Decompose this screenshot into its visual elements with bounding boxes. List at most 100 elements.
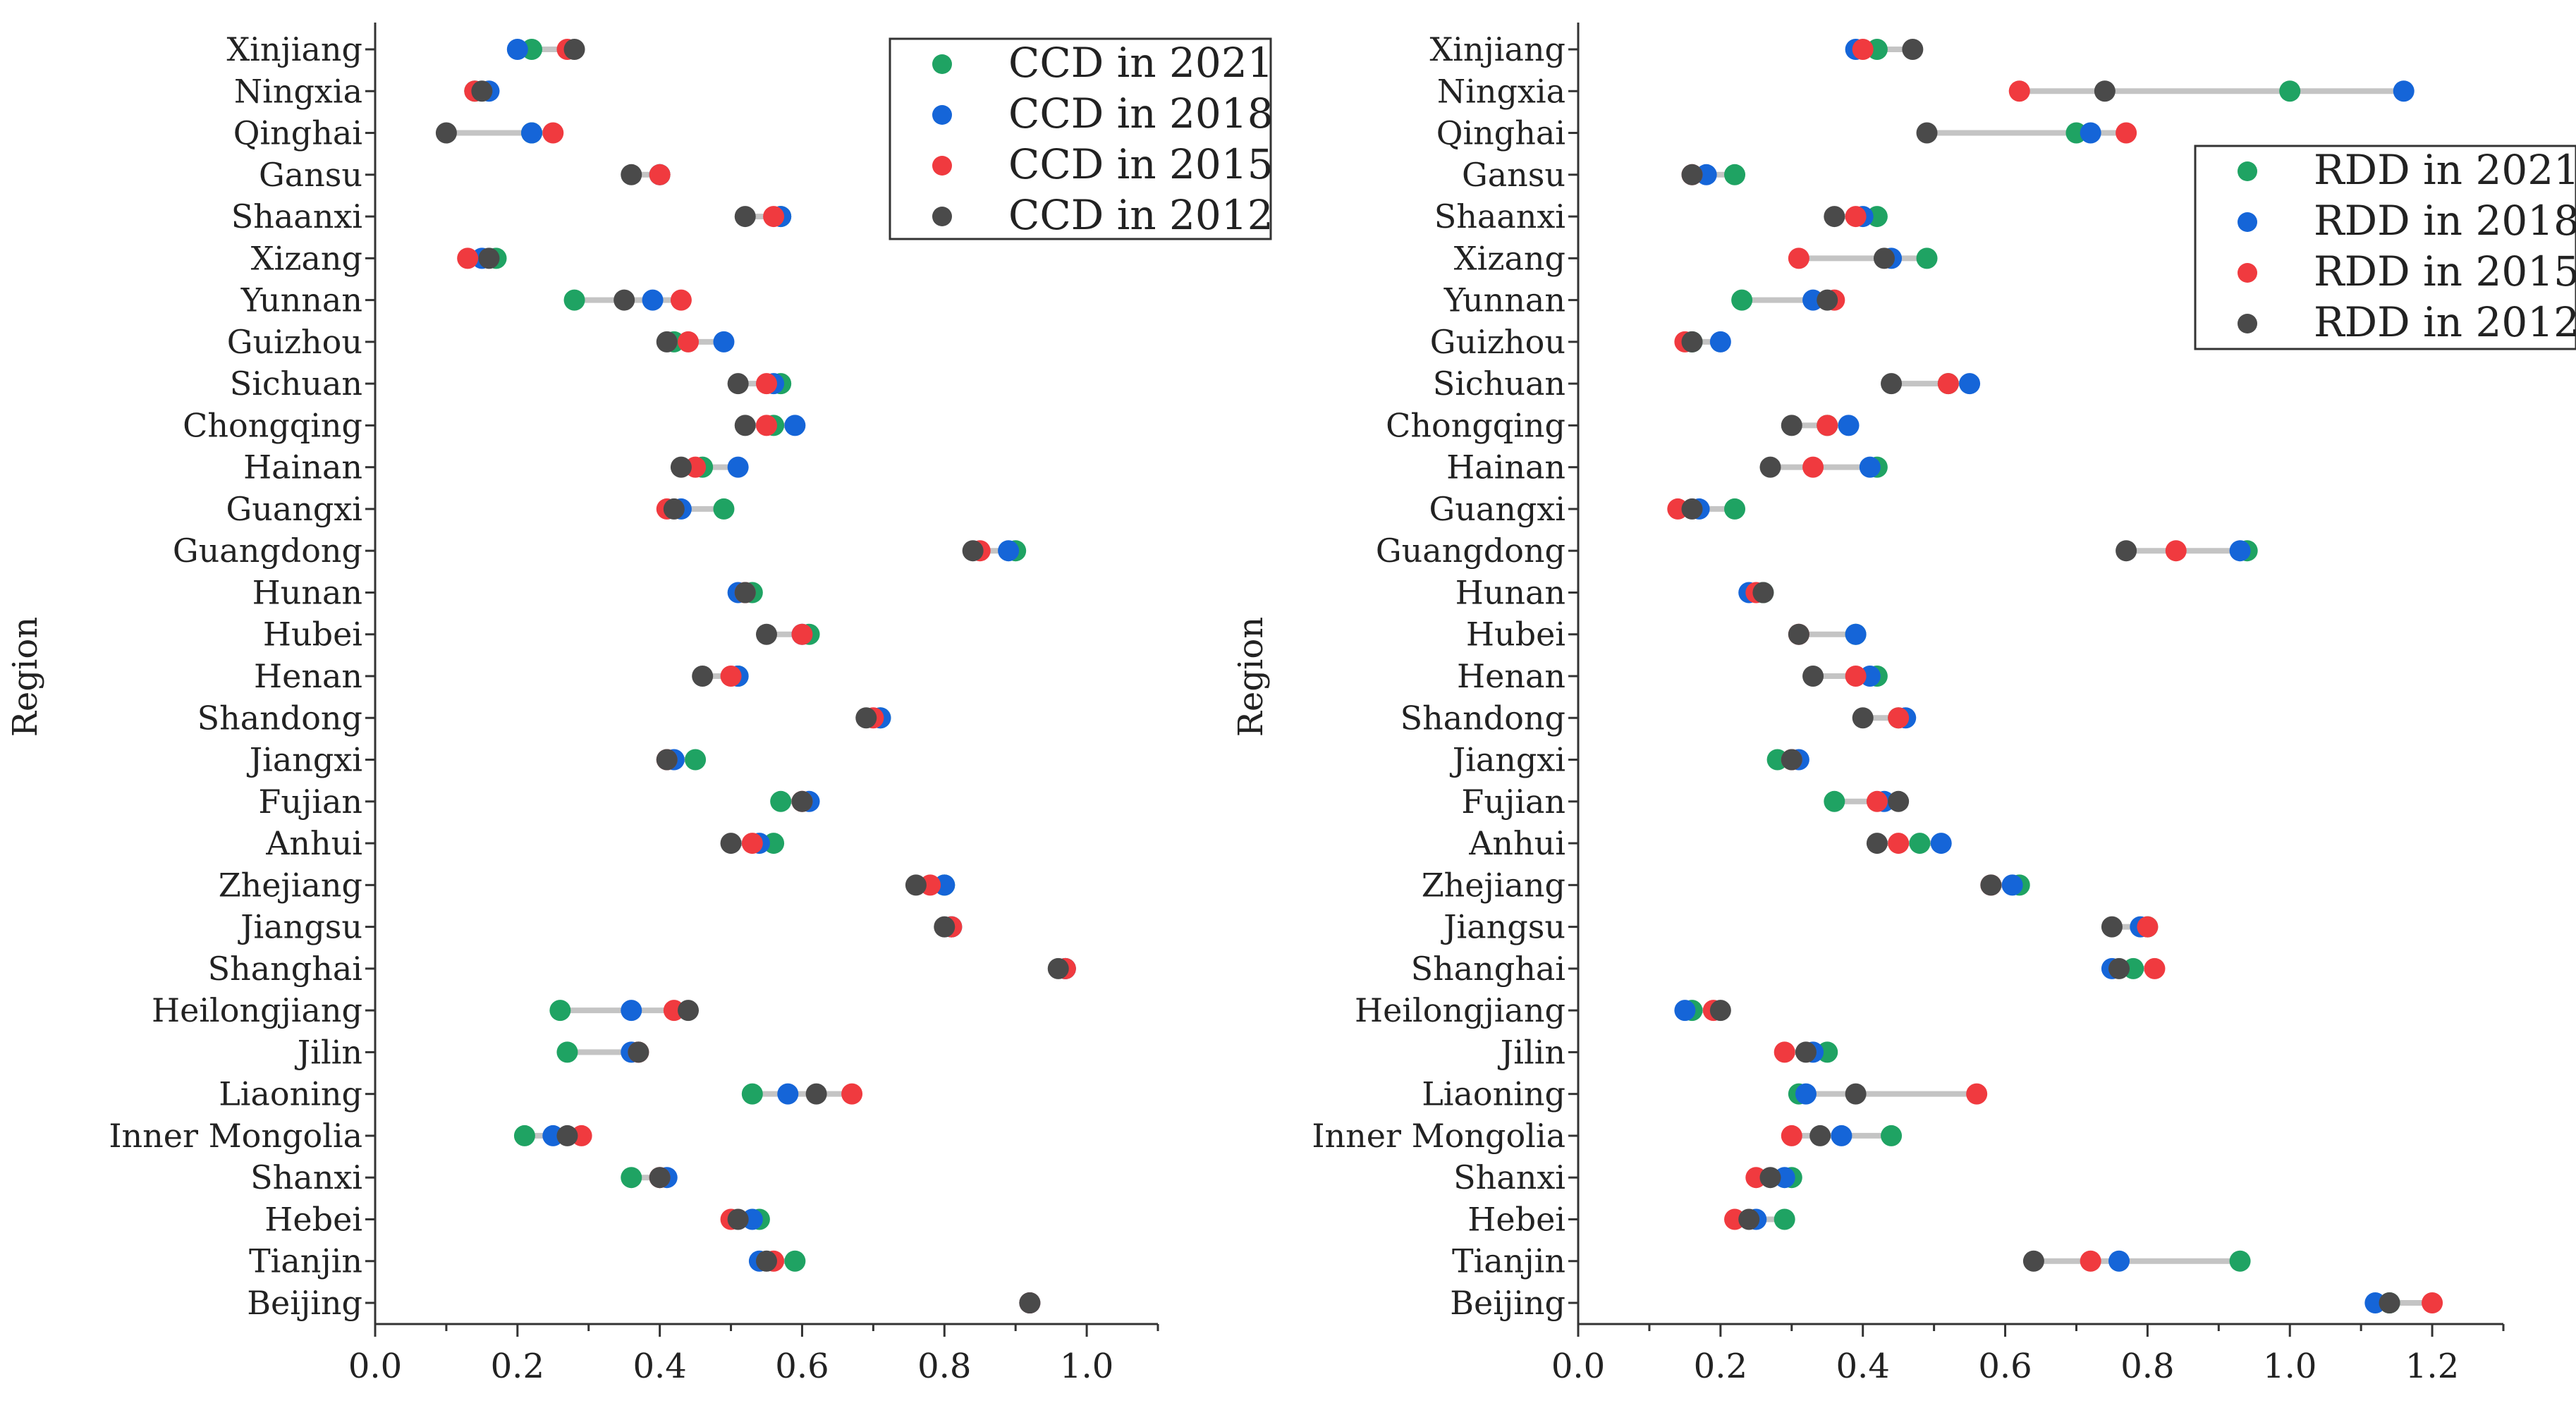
rdd-ytick-label-qinghai: Qinghai	[1436, 114, 1565, 152]
ccd-point-ccd-in-2018-heilongjiang	[621, 1000, 642, 1022]
ccd-ytick-label-tianjin: Tianjin	[249, 1242, 362, 1280]
ccd-point-ccd-in-2012-hainan	[670, 456, 692, 478]
ccd-ytick-label-xinjiang: Xinjiang	[226, 30, 362, 68]
rdd-point-rdd-in-2012-zhejiang	[1980, 874, 2002, 896]
rdd-ytick-label-hubei: Hubei	[1466, 615, 1565, 654]
rdd-point-rdd-in-2018-guizhou	[1709, 331, 1731, 353]
ccd-ytick-label-beijing: Beijing	[247, 1284, 362, 1322]
ccd-ytick-label-guangxi: Guangxi	[226, 490, 362, 528]
ccd-ytick-label-shandong: Shandong	[197, 699, 362, 737]
ccd-ytick-label-chongqing: Chongqing	[183, 406, 362, 444]
ccd-point-ccd-in-2021-shanxi	[621, 1167, 642, 1189]
rdd-ytick-label-shaanxi: Shaanxi	[1434, 197, 1565, 235]
ccd-point-ccd-in-2021-tianjin	[784, 1250, 806, 1272]
rdd-point-rdd-in-2018-zhejiang	[2001, 874, 2023, 896]
rdd-point-rdd-in-2012-xinjiang	[1902, 39, 1924, 60]
ccd-ylabel: Region	[6, 617, 45, 737]
rdd-point-rdd-in-2012-liaoning	[1845, 1083, 1867, 1105]
ccd-point-ccd-in-2012-ningxia	[471, 80, 493, 102]
rdd-point-rdd-in-2015-henan	[1845, 666, 1867, 687]
ccd-point-ccd-in-2012-qinghai	[435, 122, 457, 144]
rdd-point-rdd-in-2015-anhui	[1888, 833, 1910, 854]
ccd-legend-marker-ccd-in-2012	[932, 207, 952, 226]
ccd-point-ccd-in-2012-fujian	[791, 790, 813, 812]
ccd-point-ccd-in-2012-hubei	[756, 623, 777, 645]
rdd-point-rdd-in-2015-chongqing	[1817, 415, 1838, 436]
ccd-ytick-label-hainan: Hainan	[243, 448, 362, 486]
rdd-point-rdd-in-2015-sichuan	[1937, 373, 1959, 395]
rdd-point-rdd-in-2018-inner-mongolia	[1831, 1125, 1852, 1146]
rdd-ytick-label-guangdong: Guangdong	[1376, 532, 1565, 570]
rdd-point-rdd-in-2015-inner-mongolia	[1781, 1125, 1802, 1146]
rdd-ytick-label-gansu: Gansu	[1462, 156, 1565, 194]
rdd-ytick-label-sichuan: Sichuan	[1433, 364, 1565, 403]
rdd-xtick-label-1-2: 1.2	[2405, 1347, 2459, 1386]
ccd-point-ccd-in-2012-beijing	[1019, 1292, 1041, 1313]
rdd-ytick-label-jilin: Jilin	[1498, 1033, 1565, 1071]
ccd-point-ccd-in-2012-jilin	[628, 1041, 649, 1063]
rdd-legend-marker-rdd-in-2018	[2238, 212, 2257, 232]
rdd-point-rdd-in-2015-fujian	[1866, 790, 1888, 812]
rdd-legend-label-rdd-in-2012: RDD in 2012	[2314, 298, 2576, 346]
rdd-point-rdd-in-2015-shanghai	[2144, 957, 2166, 979]
ccd-point-ccd-in-2012-guangdong	[962, 540, 984, 562]
rdd-point-rdd-in-2012-hebei	[1738, 1208, 1760, 1230]
rdd-ytick-label-xinjiang: Xinjiang	[1429, 30, 1565, 68]
ccd-point-ccd-in-2012-liaoning	[805, 1083, 827, 1105]
ccd-xtick-label-0-2: 0.2	[491, 1347, 544, 1386]
rdd-point-rdd-in-2012-henan	[1802, 666, 1824, 687]
ccd-point-ccd-in-2012-sichuan	[727, 373, 749, 395]
ccd-point-ccd-in-2018-guizhou	[713, 331, 735, 353]
rdd-point-rdd-in-2018-sichuan	[1959, 373, 1981, 395]
rdd-point-rdd-in-2018-tianjin	[2108, 1250, 2130, 1272]
ccd-point-ccd-in-2015-chongqing	[756, 415, 777, 436]
rdd-point-rdd-in-2015-hainan	[1802, 456, 1824, 478]
rdd-point-rdd-in-2012-jiangsu	[2101, 916, 2123, 938]
ccd-ytick-label-shaanxi: Shaanxi	[231, 197, 362, 235]
ccd-point-ccd-in-2012-jiangxi	[656, 749, 678, 771]
rdd-point-rdd-in-2012-jilin	[1795, 1041, 1817, 1063]
ccd-point-ccd-in-2018-xinjiang	[506, 39, 528, 60]
rdd-point-rdd-in-2021-hebei	[1774, 1208, 1795, 1230]
rdd-xtick-label-0-6: 0.6	[1978, 1347, 2032, 1386]
rdd-legend-label-rdd-in-2015: RDD in 2015	[2314, 247, 2576, 295]
rdd-ytick-label-shandong: Shandong	[1400, 699, 1565, 737]
ccd-ytick-label-inner-mongolia: Inner Mongolia	[109, 1117, 362, 1155]
ccd-point-ccd-in-2018-yunnan	[642, 289, 664, 311]
rdd-point-rdd-in-2018-heilongjiang	[1674, 1000, 1696, 1022]
ccd-point-ccd-in-2012-shanxi	[649, 1167, 671, 1189]
ccd-point-ccd-in-2018-hainan	[727, 456, 749, 478]
rdd-ytick-label-jiangsu: Jiangsu	[1441, 908, 1565, 946]
ccd-point-ccd-in-2021-liaoning	[741, 1083, 763, 1105]
rdd-point-rdd-in-2015-tianjin	[2080, 1250, 2101, 1272]
ccd-ytick-label-hunan: Hunan	[252, 573, 362, 611]
ccd-ytick-label-hubei: Hubei	[263, 615, 362, 654]
rdd-point-rdd-in-2021-inner-mongolia	[1881, 1125, 1903, 1146]
rdd-legend	[2194, 145, 2576, 350]
ccd-ytick-label-gansu: Gansu	[259, 156, 362, 194]
rdd-point-rdd-in-2015-qinghai	[2116, 122, 2137, 144]
ccd-ytick-label-shanxi: Shanxi	[250, 1158, 362, 1196]
rdd-xtick-label-0-4: 0.4	[1836, 1347, 1890, 1386]
ccd-legend-label-ccd-in-2018: CCD in 2018	[1008, 90, 1274, 137]
rdd-ytick-label-henan: Henan	[1457, 657, 1565, 695]
ccd-legend-label-ccd-in-2021: CCD in 2021	[1008, 39, 1274, 87]
rdd-point-rdd-in-2012-heilongjiang	[1709, 1000, 1731, 1022]
ccd-point-ccd-in-2012-jiangsu	[934, 916, 956, 938]
rdd-xtick-label-0-8: 0.8	[2120, 1347, 2174, 1386]
ccd-ytick-label-liaoning: Liaoning	[219, 1075, 362, 1113]
rdd-ytick-label-hainan: Hainan	[1446, 448, 1565, 486]
ccd-point-ccd-in-2021-guangxi	[713, 498, 735, 520]
rdd-point-rdd-in-2012-guangdong	[2116, 540, 2137, 562]
rdd-ytick-label-tianjin: Tianjin	[1452, 1242, 1565, 1280]
ccd-point-ccd-in-2015-liaoning	[841, 1083, 863, 1105]
ccd-legend-marker-ccd-in-2015	[932, 156, 952, 176]
ccd-point-ccd-in-2021-inner-mongolia	[513, 1125, 535, 1146]
ccd-ytick-label-anhui: Anhui	[265, 824, 362, 862]
rdd-xtick-label-0-0: 0.0	[1551, 1347, 1605, 1386]
rdd-xtick-label-1-0: 1.0	[2263, 1347, 2316, 1386]
rdd-point-rdd-in-2012-xizang	[1873, 247, 1895, 269]
ccd-point-ccd-in-2015-anhui	[741, 833, 763, 854]
